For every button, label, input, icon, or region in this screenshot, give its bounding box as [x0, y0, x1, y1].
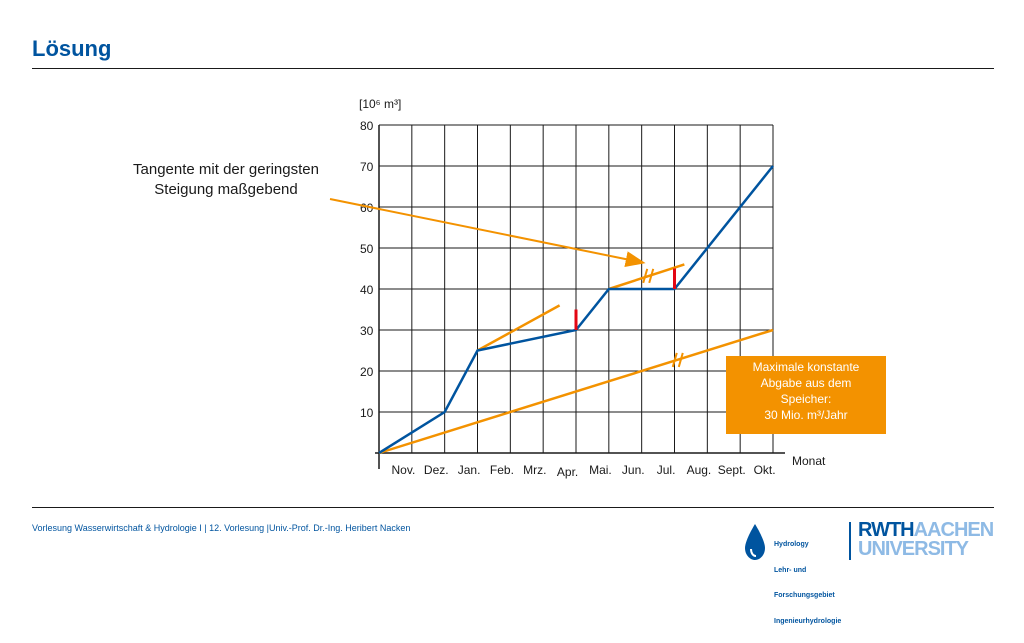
- hydro-line-2: Lehr- und: [774, 566, 807, 574]
- grid: [379, 124, 774, 453]
- logo-divider: [849, 522, 851, 560]
- slide-title: Lösung: [32, 36, 112, 61]
- parallel-mark: [642, 268, 649, 284]
- tangent-line: [378, 328, 774, 455]
- x-tick-label: Mrz.: [523, 463, 546, 477]
- rwth-logo: RWTHAACHEN UNIVERSITY: [858, 519, 995, 560]
- x-tick-label: Jul.: [657, 463, 676, 477]
- tangent-lines: [378, 263, 774, 455]
- x-tick-label: Nov.: [392, 463, 416, 477]
- y-tick-label: 70: [360, 160, 374, 174]
- x-tick-label: Aug.: [687, 463, 712, 477]
- y-axis-label: [10⁶ m³]: [359, 97, 401, 111]
- tangent-line: [476, 304, 561, 352]
- parallel-mark: [677, 352, 684, 368]
- x-tick-label: Dez.: [424, 463, 449, 477]
- tick-labels: 10 20 30 40 50 60 70 80 [10⁶ m³] Monat Nov. Dez. Jan…: [359, 97, 826, 479]
- callout-line-2: Steigung maßgebend: [154, 181, 298, 198]
- hydro-line-1: Hydrology: [774, 541, 809, 548]
- annotations: [329, 198, 684, 368]
- x-tick-label: Jun.: [622, 463, 645, 477]
- x-tick-label: Okt.: [754, 463, 776, 477]
- axes: [375, 125, 785, 469]
- hydrology-logo-text: Hydrology Lehr- und Forschungsgebiet Ing…: [774, 524, 841, 643]
- rwth-logo-line2: UNIVERSITY: [858, 538, 969, 560]
- x-axis-label: Monat: [792, 454, 826, 468]
- rwth-logo-part2: AACHEN: [913, 519, 995, 541]
- info-line-2: Abgabe aus dem: [760, 376, 852, 390]
- callout-line-1: Tangente mit der geringsten: [133, 161, 319, 178]
- tangent-line: [608, 263, 685, 291]
- y-tick-label: 40: [360, 283, 374, 297]
- max-release-box: Maximale konstante Abgabe aus dem Speich…: [726, 356, 886, 434]
- hydrology-logo: Hydrology Lehr- und Forschungsgebiet Ing…: [742, 520, 842, 625]
- parallel-mark: [648, 268, 655, 284]
- footer-text: Vorlesung Wasserwirtschaft & Hydrologie …: [32, 523, 411, 533]
- deficit-markers: [574, 268, 676, 330]
- tangent-callout: Tangente mit der geringsten Steigung maß…: [96, 160, 356, 200]
- x-tick-label: Jan.: [458, 463, 481, 477]
- y-tick-label: 30: [360, 324, 374, 338]
- y-tick-label: 20: [360, 365, 374, 379]
- rwth-logo-part1: RWTH: [858, 519, 915, 541]
- x-tick-label: Mai.: [589, 463, 612, 477]
- callout-arrow: [329, 198, 646, 268]
- parallel-mark: [671, 352, 678, 368]
- x-tick-label: Apr.: [557, 465, 578, 479]
- hydro-line-3: Forschungsgebiet: [774, 592, 835, 599]
- top-divider: [32, 68, 994, 69]
- storage-chart: 10 20 30 40 50 60 70 80 [10⁶ m³] Monat Nov. Dez. Jan…: [329, 97, 826, 479]
- y-tick-label: 50: [360, 242, 374, 256]
- info-line-3: Speicher:: [780, 392, 832, 406]
- y-tick-label: 10: [360, 406, 374, 420]
- water-drop-icon: [745, 524, 765, 560]
- bottom-divider: [32, 507, 994, 508]
- x-tick-label: Sept.: [718, 463, 746, 477]
- y-tick-label: 60: [360, 201, 374, 215]
- x-tick-label: Feb.: [490, 463, 514, 477]
- hydro-line-4: Ingenieurhydrologie: [774, 617, 842, 625]
- info-line-1: Maximale konstante: [752, 360, 860, 374]
- info-line-4: 30 Mio. m³/Jahr: [764, 408, 848, 422]
- y-tick-label: 80: [360, 119, 374, 133]
